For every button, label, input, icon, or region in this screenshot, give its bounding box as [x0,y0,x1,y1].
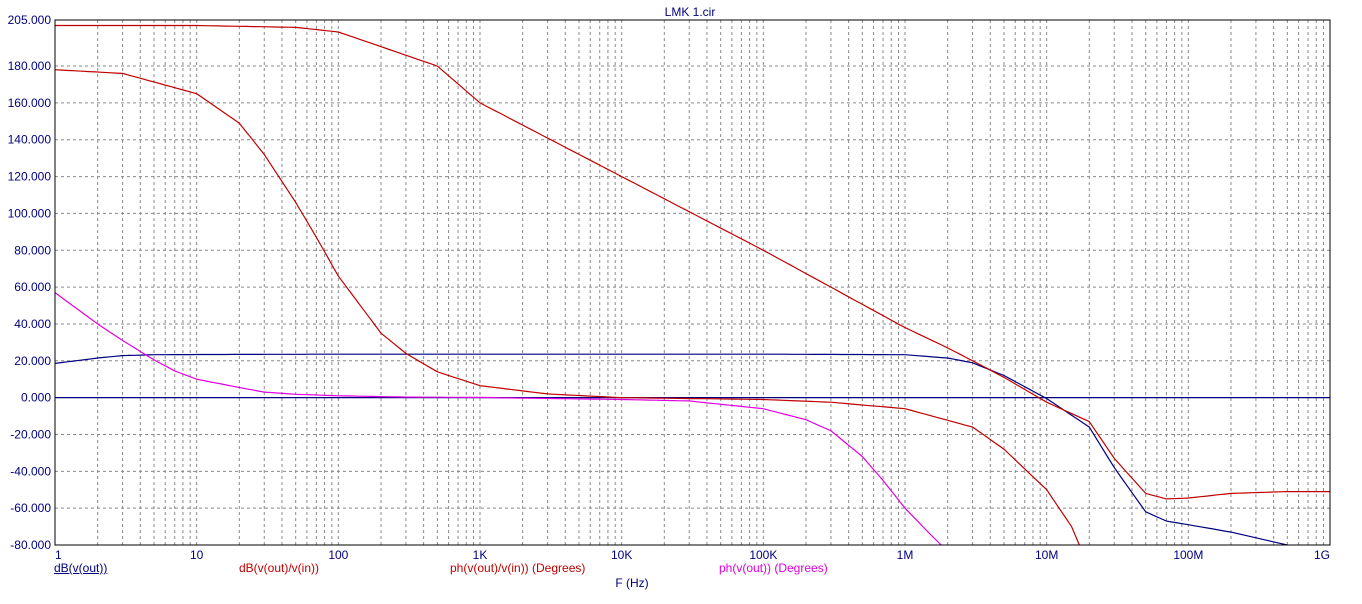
y-tick-label: 140.000 [8,133,52,147]
x-tick-label: 100M [1173,548,1203,562]
series-line-3 [55,292,942,545]
y-tick-label: 205.000 [8,13,52,27]
series-line-2 [55,69,1080,545]
x-tick-label: 100K [749,548,777,562]
y-tick-label: 80.000 [14,243,51,257]
series-line-0 [55,353,1295,545]
x-tick-label: 1K [473,548,488,562]
x-tick-label: 1G [1314,548,1330,562]
chart-title: LMK 1.cir [665,5,716,19]
y-tick-label: 120.000 [8,170,52,184]
legend-item-ph-vout[interactable]: ph(v(out)) (Degrees) [719,561,828,575]
y-tick-label: 100.000 [8,206,52,220]
y-tick-label: 0.000 [21,391,51,405]
y-tick-label: 40.000 [14,317,51,331]
legend-item-ph-vout-vin[interactable]: ph(v(out)/v(in)) (Degrees) [450,561,586,575]
x-tick-label: 10 [190,548,204,562]
series-line-1 [55,24,1330,500]
legend-item-db-vout[interactable]: dB(v(out)) [54,561,108,575]
x-tick-label: 10M [1035,548,1058,562]
y-tick-label: -20.000 [10,427,51,441]
x-tick-label: 100 [328,548,348,562]
y-tick-label: 180.000 [8,59,52,73]
x-axis-label: F (Hz) [615,576,648,590]
x-tick-label: 1 [55,548,62,562]
y-tick-label: -80.000 [10,538,51,552]
y-tick-label: -60.000 [10,501,51,515]
plot-frame [54,19,1331,546]
y-tick-label: 20.000 [14,354,51,368]
y-tick-labels: 205.000 180.000 160.000 140.000 120.000 100.0… [8,13,52,552]
y-tick-label: 60.000 [14,280,51,294]
y-tick-label: 160.000 [8,96,52,110]
y-tick-label: -40.000 [10,464,51,478]
x-tick-labels: 1 10 100 1K 10K 100K 1M 10M 100M 1G [55,548,1330,562]
series-group [55,24,1330,545]
x-tick-label: 10K [611,548,632,562]
legend-item-db-vout-vin[interactable]: dB(v(out)/v(in)) [239,561,320,575]
x-tick-label: 1M [897,548,914,562]
